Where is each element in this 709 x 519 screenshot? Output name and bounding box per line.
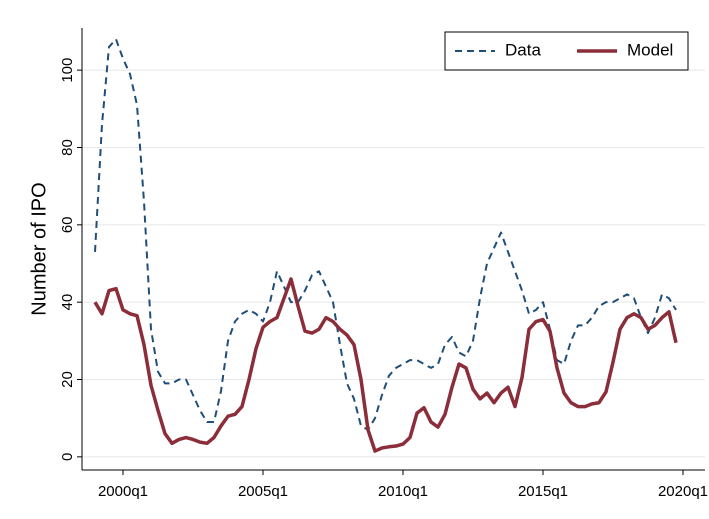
y-axis-label: Number of IPO: [28, 182, 50, 315]
x-tick-label: 2005q1: [238, 483, 288, 500]
y-tick-label: 80: [59, 139, 76, 156]
y-tick-label: 0: [59, 453, 76, 461]
legend: Data Model: [444, 31, 689, 71]
y-tick-label: 40: [59, 294, 76, 311]
y-tick-label: 20: [59, 371, 76, 388]
x-tick-label: 2000q1: [98, 483, 148, 500]
legend-label: Data: [505, 40, 541, 59]
y-tick-label: 100: [59, 58, 76, 83]
data-line: [93, 277, 678, 453]
x-tick-label: 2010q1: [378, 483, 428, 500]
legend-label: Model: [627, 40, 673, 59]
x-tick-label: 2020q1: [658, 483, 708, 500]
data-line: [94, 38, 677, 431]
x-tick-label: 2015q1: [518, 483, 568, 500]
y-tick-label: 60: [59, 216, 76, 233]
